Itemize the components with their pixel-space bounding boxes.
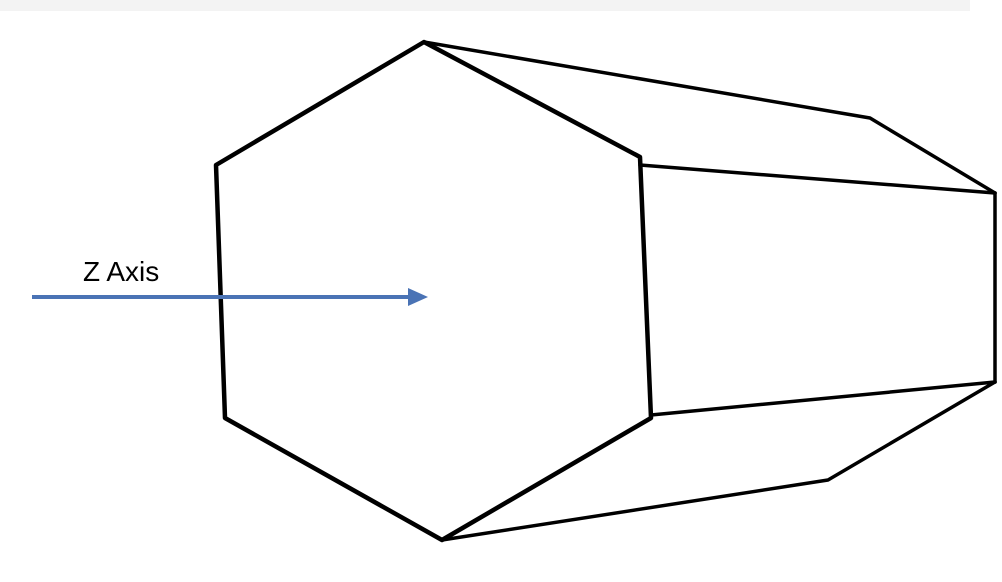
top-divider-strip bbox=[0, 0, 970, 11]
z-axis-label: Z Axis bbox=[83, 256, 159, 287]
bottom-back-edge bbox=[440, 380, 997, 542]
upper-side-edge bbox=[638, 163, 997, 195]
z-axis-arrowhead bbox=[408, 288, 428, 306]
lower-side-edge bbox=[649, 380, 997, 417]
prism-side-edges bbox=[422, 40, 997, 542]
z-axis-arrow bbox=[32, 288, 428, 306]
front-hexagon-face bbox=[213, 39, 654, 543]
top-back-edge bbox=[422, 40, 997, 195]
